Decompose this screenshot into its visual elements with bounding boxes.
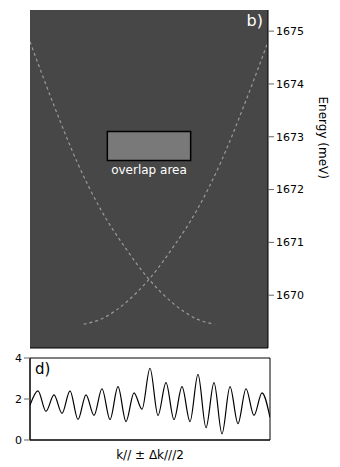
svg-text:1675: 1675 — [276, 25, 304, 38]
svg-text:k// ± Δk///2: k// ± Δk///2 — [116, 448, 184, 462]
svg-text:Energy (meV): Energy (meV) — [316, 97, 330, 179]
svg-text:0: 0 — [15, 434, 22, 447]
svg-text:1673: 1673 — [276, 131, 304, 144]
svg-text:1674: 1674 — [276, 78, 304, 91]
svg-text:1670: 1670 — [276, 289, 304, 302]
svg-text:d): d) — [35, 360, 50, 378]
svg-text:b): b) — [247, 11, 263, 30]
svg-text:1671: 1671 — [276, 236, 304, 249]
svg-text:4: 4 — [15, 352, 22, 365]
svg-text:overlap area: overlap area — [111, 163, 187, 177]
svg-text:2: 2 — [15, 393, 22, 406]
svg-text:1672: 1672 — [276, 183, 304, 196]
